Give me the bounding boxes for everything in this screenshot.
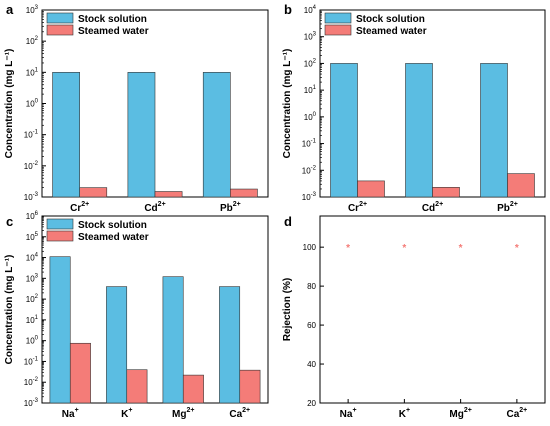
bar [127, 72, 156, 198]
bar [480, 63, 508, 198]
panel-letter: d [284, 214, 292, 229]
panel-letter: a [6, 2, 14, 17]
legend-label: Steamed water [78, 26, 149, 37]
scatter-point: * [346, 243, 350, 254]
plot-frame [41, 215, 269, 404]
legend-swatch [46, 12, 74, 24]
bar [106, 286, 128, 404]
y-tick-label: 101 [26, 315, 39, 325]
y-tick-label: 10-3 [24, 192, 39, 202]
y-tick-label: 105 [26, 232, 39, 242]
bar [405, 63, 433, 198]
bar [154, 191, 183, 198]
legend-swatch [46, 24, 74, 36]
y-tick-label: 100 [303, 243, 317, 252]
panel-letter: c [6, 214, 13, 229]
bar [52, 72, 80, 198]
bar [182, 374, 204, 404]
panel-c: c 10-3 10-2 10-1 100 101 102 103 104 105 106 Concen… [4, 211, 269, 420]
x-tick-label: Pb2+ [497, 201, 518, 214]
legend-label: Stock solution [78, 14, 147, 25]
legend-swatch [46, 230, 74, 242]
y-tick-label: 103 [304, 32, 317, 42]
x-tick-label: Na+ [62, 407, 79, 420]
y-tick-label: 20 [307, 399, 316, 408]
legend-label: Steamed water [78, 232, 149, 243]
bar [330, 63, 358, 198]
y-tick-label: 100 [26, 99, 39, 109]
y-tick-label: 104 [304, 5, 317, 15]
panel-a: a 10-3 10-2 10-1 100 101 102 103 Concentration (… [4, 2, 269, 214]
y-tick-label: 10-1 [302, 139, 317, 149]
y-tick-label: 10-3 [24, 398, 39, 408]
y-tick-label: 106 [26, 211, 39, 221]
y-axis-label: Rejection (%) [282, 278, 293, 341]
bar [69, 342, 91, 404]
y-tick-label: 10-3 [302, 192, 317, 202]
y-tick-label: 103 [26, 5, 39, 15]
x-tick-label: Ca2+ [506, 407, 527, 420]
bar [126, 369, 148, 404]
bar [239, 369, 261, 404]
x-tick-label: Mg2+ [449, 407, 471, 420]
legend-label: Stock solution [356, 14, 425, 25]
legend-swatch [46, 218, 74, 230]
bar [507, 173, 535, 198]
bar [219, 286, 241, 404]
y-tick-label: 101 [304, 85, 317, 95]
bar [357, 180, 385, 198]
scatter-point: * [402, 243, 406, 254]
x-tick-label: Cd2+ [422, 201, 443, 214]
x-tick-label: Cr2+ [70, 201, 89, 214]
panel-b: b 10-3 10-2 10-1 100 101 102 103 104 Concentratio… [282, 2, 546, 214]
y-axis-label: Concentration (mg L⁻¹) [4, 255, 15, 365]
y-tick-label: 100 [304, 112, 317, 122]
y-tick-label: 104 [26, 253, 39, 263]
legend-swatch [324, 12, 352, 24]
y-tick-label: 10-1 [24, 130, 39, 140]
x-tick-label: Mg2+ [172, 407, 194, 420]
y-tick-label: 60 [307, 321, 316, 330]
scatter-point: * [459, 243, 463, 254]
legend-swatch [324, 24, 352, 36]
y-tick-label: 103 [26, 273, 39, 283]
y-tick-label: 80 [307, 282, 316, 291]
legend-label: Steamed water [356, 26, 427, 37]
panel-d: d 20 40 60 80 100 Rejection (%) Na+ K+ Mg2+ Ca2+ * *… [282, 214, 546, 420]
x-tick-label: K+ [399, 407, 410, 420]
x-tick-label: Na+ [340, 407, 357, 420]
y-tick-label: 10-2 [24, 161, 39, 171]
y-tick-label: 10-2 [302, 165, 317, 175]
y-tick-label: 102 [26, 36, 39, 46]
bar [432, 187, 460, 198]
y-tick-label: 10-2 [24, 377, 39, 387]
bar [79, 187, 108, 198]
y-tick-label: 100 [26, 336, 39, 346]
bar [230, 188, 258, 198]
bar [49, 256, 71, 404]
x-tick-label: Cr2+ [348, 201, 367, 214]
y-tick-label: 40 [307, 360, 316, 369]
x-tick-label: Ca2+ [229, 407, 250, 420]
scatter-point: * [515, 243, 519, 254]
plot-frame [319, 215, 546, 404]
y-tick-label: 102 [304, 58, 317, 68]
y-axis-label: Concentration (mg L⁻¹) [4, 49, 15, 159]
bar [202, 72, 231, 198]
y-axis-label: Concentration (mg L⁻¹) [282, 49, 293, 159]
x-tick-label: Pb2+ [220, 201, 241, 214]
y-tick-label: 101 [26, 67, 39, 77]
x-tick-label: K+ [121, 407, 132, 420]
panel-letter: b [284, 2, 292, 17]
y-tick-label: 10-1 [24, 356, 39, 366]
legend-label: Stock solution [78, 220, 147, 231]
y-tick-label: 102 [26, 294, 39, 304]
bar [162, 276, 184, 404]
x-tick-label: Cd2+ [144, 201, 165, 214]
